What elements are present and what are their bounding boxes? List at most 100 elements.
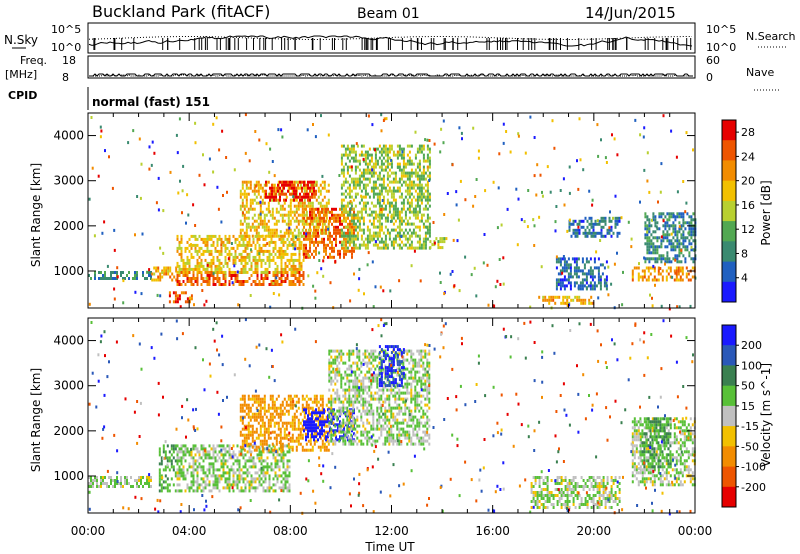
power-cell bbox=[267, 234, 270, 238]
velocity-cell bbox=[239, 415, 242, 419]
power-speckle bbox=[314, 135, 317, 139]
power-cell bbox=[662, 230, 665, 234]
power-cell bbox=[360, 144, 363, 148]
power-cell bbox=[674, 254, 677, 258]
velocity-cell bbox=[228, 453, 231, 457]
velocity-cell bbox=[172, 450, 175, 454]
velocity-cell bbox=[251, 445, 254, 449]
power-cell bbox=[398, 180, 401, 184]
power-speckle bbox=[141, 232, 144, 236]
power-cell bbox=[563, 287, 566, 291]
velocity-cell bbox=[307, 432, 309, 436]
power-cell bbox=[309, 234, 311, 238]
power-cell bbox=[212, 283, 215, 286]
power-cell bbox=[267, 204, 270, 208]
velocity-cell bbox=[262, 489, 265, 493]
power-cell bbox=[596, 222, 599, 226]
velocity-cell bbox=[174, 447, 177, 451]
power-cell bbox=[261, 189, 264, 193]
power-cell bbox=[262, 237, 265, 241]
power-speckle bbox=[198, 173, 201, 177]
power-cell bbox=[245, 234, 248, 238]
velocity-cell bbox=[319, 427, 322, 431]
power-cell bbox=[368, 231, 371, 235]
velocity-cell bbox=[299, 436, 302, 440]
power-cell bbox=[337, 219, 339, 223]
power-cell bbox=[358, 222, 361, 226]
velocity-cell bbox=[264, 477, 267, 481]
velocity-cell bbox=[102, 479, 104, 482]
power-cell bbox=[416, 213, 419, 217]
power-cell bbox=[422, 186, 425, 190]
power-speckle bbox=[451, 163, 454, 167]
velocity-cell bbox=[180, 447, 183, 451]
power-speckle bbox=[305, 232, 308, 236]
power-cell bbox=[190, 255, 193, 259]
power-cell bbox=[354, 228, 357, 232]
power-cell bbox=[394, 153, 397, 157]
power-cell bbox=[441, 246, 444, 250]
velocity-cell bbox=[284, 468, 287, 472]
velocity-region bbox=[88, 476, 152, 488]
velocity-cell bbox=[270, 450, 273, 454]
power-cell bbox=[682, 254, 685, 258]
power-speckle bbox=[190, 243, 192, 247]
velocity-cell bbox=[138, 476, 140, 479]
power-speckle bbox=[591, 198, 594, 202]
power-cell bbox=[682, 239, 685, 243]
power-speckle bbox=[568, 191, 571, 195]
velocity-cell bbox=[200, 444, 203, 448]
power-cell bbox=[588, 298, 591, 302]
power-cell bbox=[94, 271, 96, 274]
freq-unit: [MHz] bbox=[5, 68, 37, 81]
velocity-cell bbox=[206, 483, 209, 487]
power-cell bbox=[325, 219, 327, 223]
velocity-cell bbox=[106, 482, 108, 485]
power-speckle bbox=[649, 293, 651, 297]
power-cell bbox=[352, 186, 355, 190]
power-speckle bbox=[638, 262, 640, 266]
power-speckle bbox=[177, 191, 180, 195]
power-cell bbox=[390, 180, 393, 184]
power-cell bbox=[406, 240, 409, 244]
power-cell bbox=[204, 270, 207, 274]
power-cell bbox=[366, 246, 369, 250]
power-cell bbox=[402, 180, 405, 184]
power-speckle bbox=[122, 279, 125, 283]
velocity-cell bbox=[321, 403, 324, 407]
power-cell bbox=[282, 249, 285, 253]
power-cell bbox=[327, 243, 329, 247]
power-colorbar-tick-label: 12 bbox=[741, 223, 755, 236]
velocity-cell bbox=[206, 453, 209, 457]
velocity-cell bbox=[299, 412, 302, 416]
power-cell bbox=[370, 159, 373, 163]
power-cell bbox=[614, 222, 617, 226]
velocity-cell bbox=[250, 444, 253, 448]
velocity-cell bbox=[236, 483, 239, 487]
power-cell bbox=[315, 189, 317, 193]
power-cell bbox=[196, 258, 199, 262]
power-cell bbox=[418, 162, 421, 166]
power-speckle bbox=[259, 200, 262, 204]
velocity-cell bbox=[236, 477, 239, 481]
velocity-cell bbox=[263, 442, 266, 446]
power-speckle bbox=[206, 263, 209, 267]
power-cell bbox=[664, 260, 667, 264]
velocity-cell bbox=[249, 442, 252, 446]
power-cell bbox=[240, 283, 243, 286]
velocity-cell bbox=[297, 442, 300, 446]
power-cell bbox=[240, 261, 243, 265]
power-cell bbox=[362, 222, 365, 226]
power-cell bbox=[291, 231, 294, 235]
power-cell bbox=[285, 180, 287, 184]
power-cell bbox=[269, 186, 271, 190]
power-cell bbox=[666, 245, 669, 249]
power-cell bbox=[280, 264, 283, 268]
power-speckle bbox=[150, 163, 153, 167]
power-cell bbox=[676, 260, 679, 264]
velocity-cell bbox=[100, 485, 102, 488]
power-cell bbox=[360, 243, 363, 247]
power-cell bbox=[222, 264, 225, 268]
power-cell bbox=[586, 219, 589, 223]
